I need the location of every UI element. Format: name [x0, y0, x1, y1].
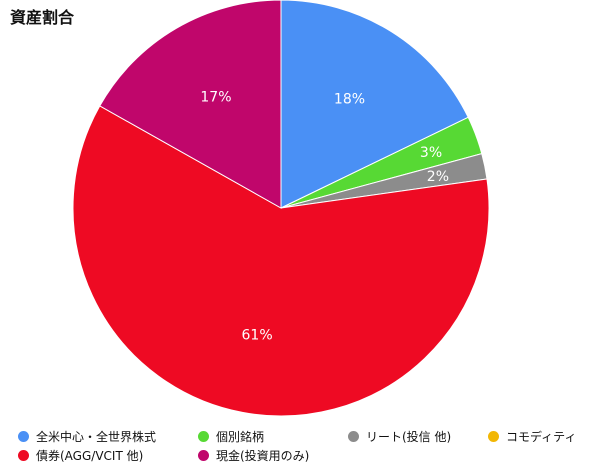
legend-swatch — [348, 431, 359, 442]
legend-item: 個別銘柄 — [198, 428, 348, 445]
legend-swatch — [488, 431, 499, 442]
pie-slice — [99, 0, 282, 209]
slice-label: 2% — [427, 169, 449, 185]
pie-slice — [72, 105, 490, 417]
legend-swatch — [198, 450, 209, 461]
chart-title: 資産割合 — [10, 8, 75, 27]
legend-label: 個別銘柄 — [216, 430, 265, 444]
legend-label: 現金(投資用のみ) — [216, 449, 310, 463]
legend-swatch — [18, 450, 29, 461]
legend-item: 全米中心・全世界株式 — [18, 428, 198, 445]
slice-label: 17% — [200, 90, 231, 106]
legend-item: 債券(AGG/VCIT 他) — [18, 447, 198, 464]
legend-label: 全米中心・全世界株式 — [36, 430, 157, 444]
legend: 全米中心・全世界株式 個別銘柄 リート(投信 他) コモディティ債券(AGG/VCIT… — [18, 428, 598, 464]
slice-label: 61% — [242, 328, 273, 344]
slice-label: 3% — [420, 145, 442, 161]
slice-label: 18% — [334, 92, 365, 108]
legend-label: コモディティ — [506, 430, 577, 444]
legend-swatch — [198, 431, 209, 442]
legend-item: 現金(投資用のみ) — [198, 447, 348, 464]
legend-swatch — [18, 431, 29, 442]
legend-item: コモディティ — [488, 428, 598, 445]
pie-slice — [280, 0, 469, 209]
legend-label: 債券(AGG/VCIT 他) — [36, 449, 144, 463]
legend-label: リート(投信 他) — [366, 430, 452, 444]
legend-item: リート(投信 他) — [348, 428, 488, 445]
